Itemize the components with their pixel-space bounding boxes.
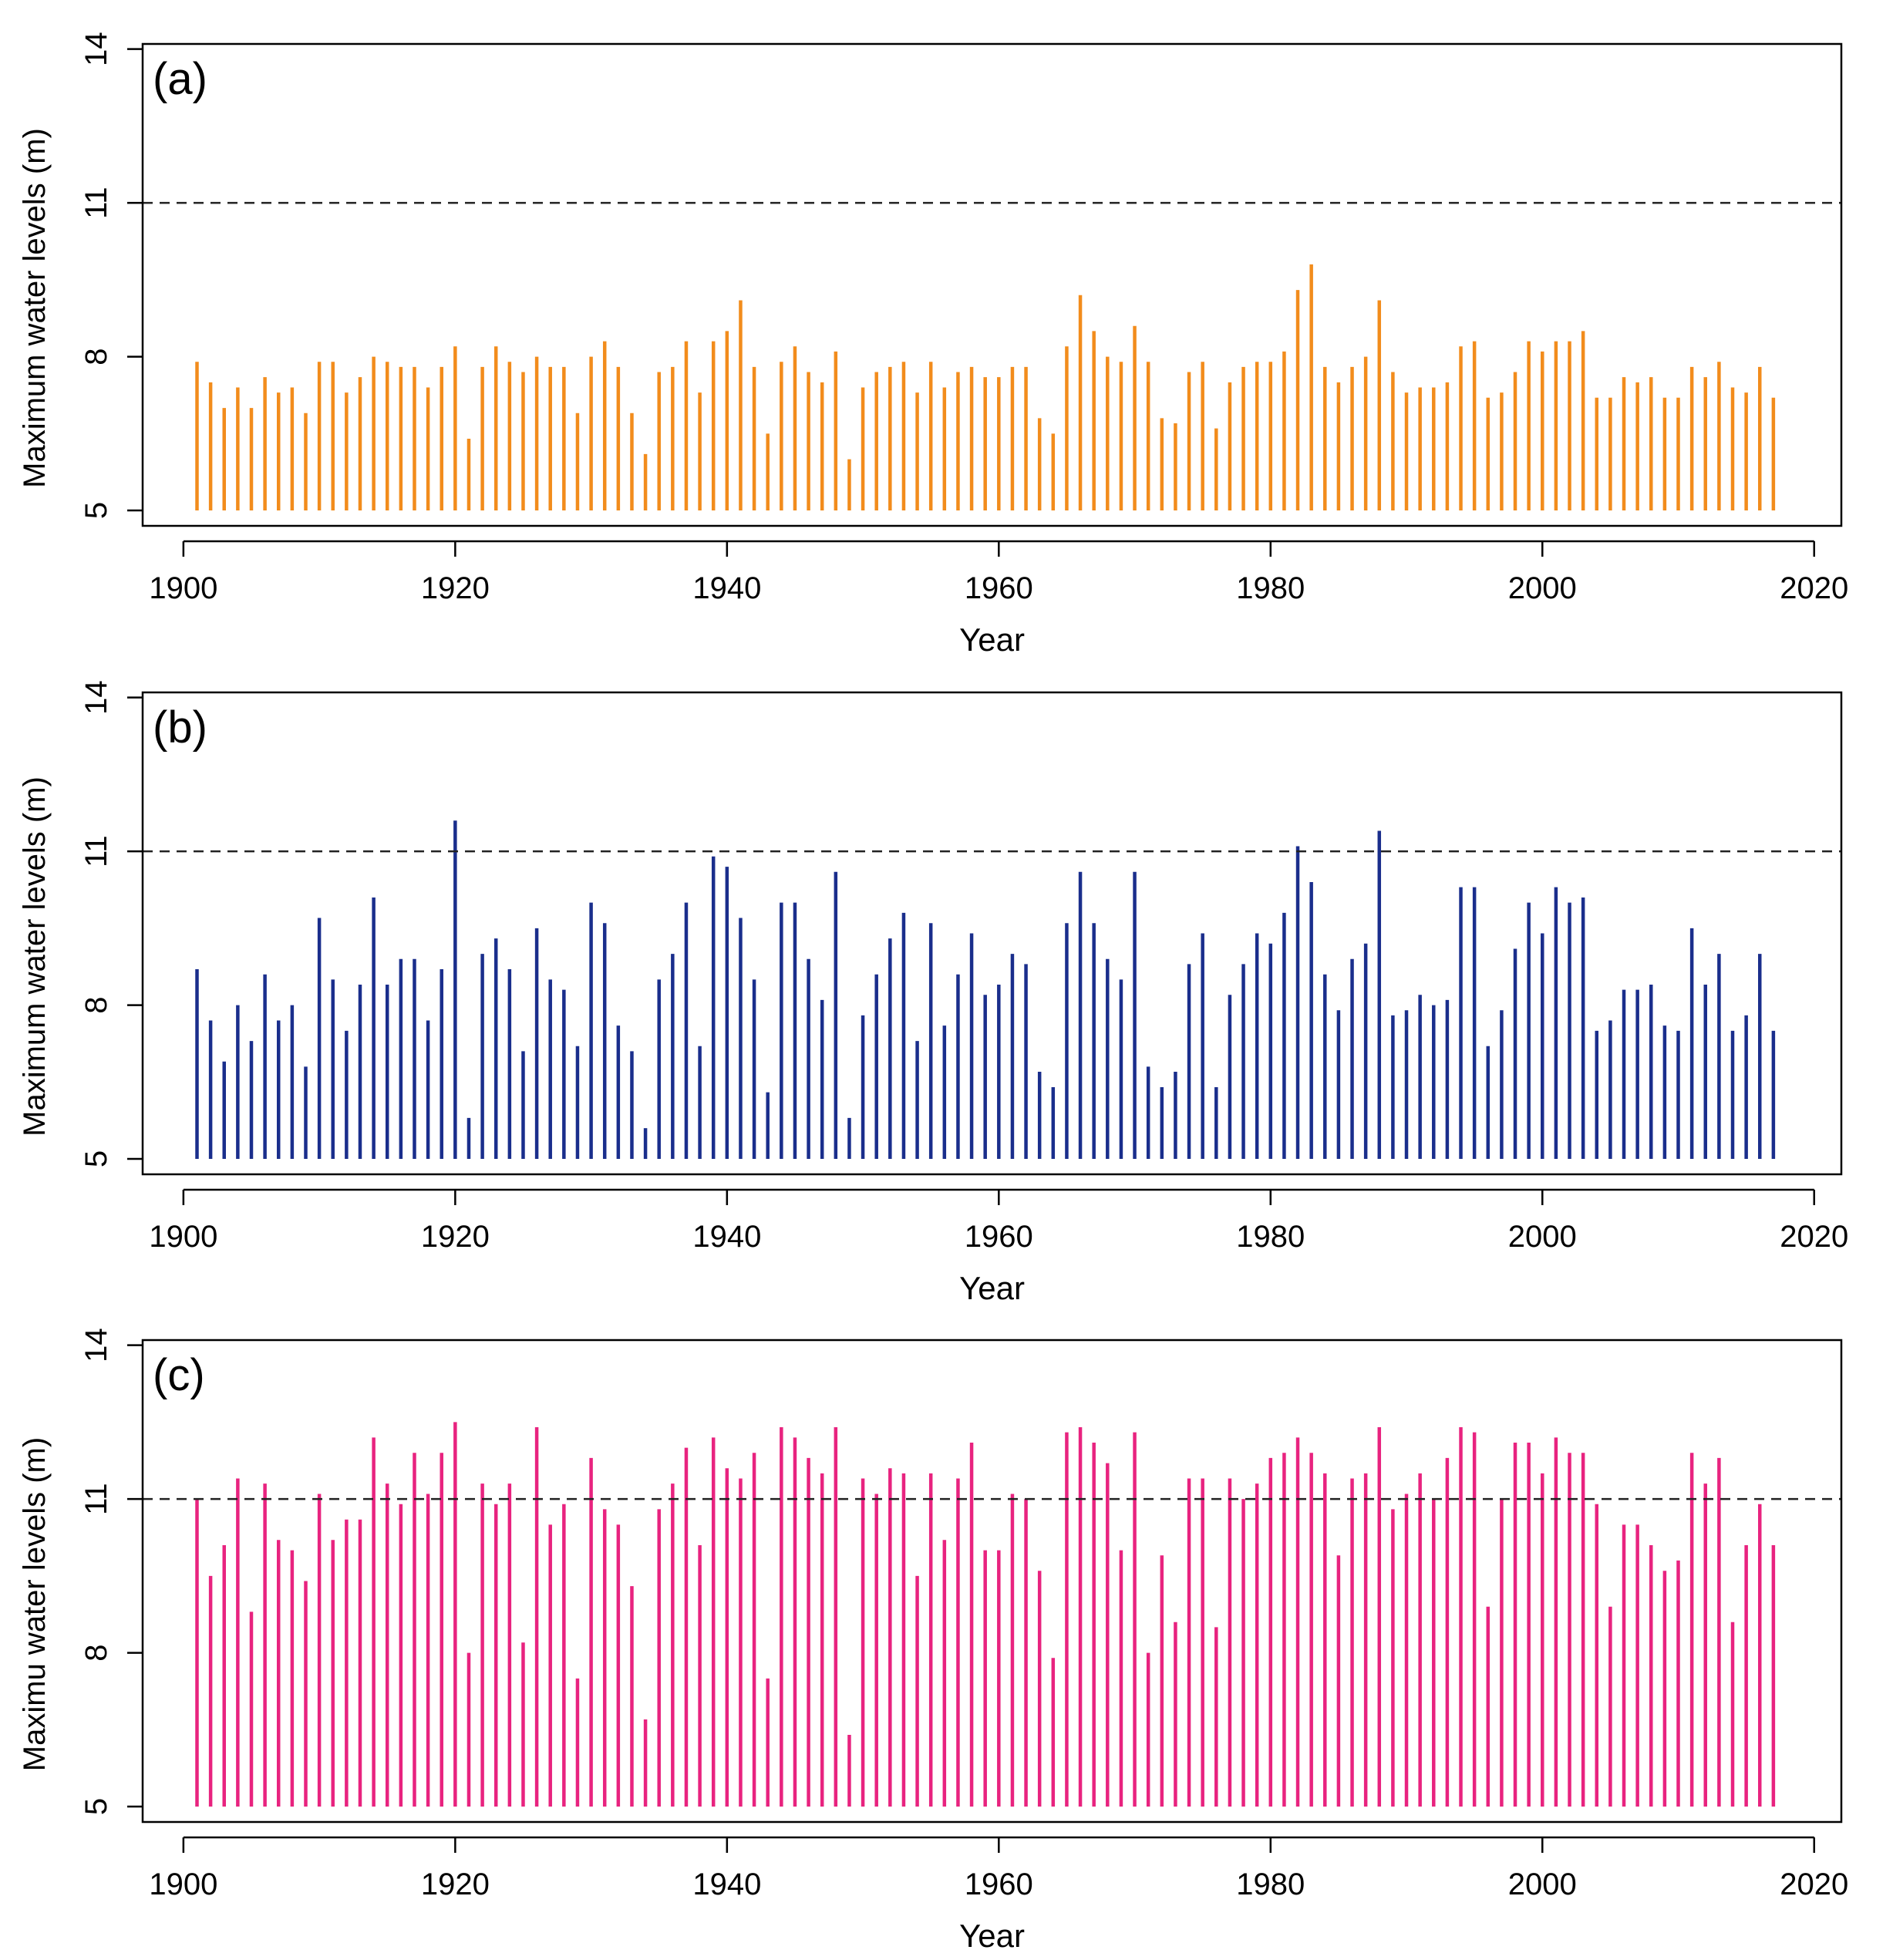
panel-label: (b)	[153, 702, 207, 753]
x-axis-title: Year	[959, 1270, 1025, 1306]
x-tick-label-1920: 1920	[421, 1220, 490, 1254]
x-axis-title: Year	[959, 621, 1025, 658]
x-tick-label-1960: 1960	[965, 571, 1033, 605]
x-axis-title: Year	[959, 1918, 1025, 1954]
y-tick-label-14: 14	[79, 1328, 113, 1362]
x-tick-label-1980: 1980	[1236, 571, 1305, 605]
y-tick-label-5: 5	[79, 1150, 113, 1167]
x-tick-label-1900: 1900	[149, 1867, 217, 1901]
y-axis-title: Maximum water levels (m)	[18, 128, 52, 488]
x-tick-label-1980: 1980	[1236, 1867, 1305, 1901]
plot-frame	[141, 42, 1843, 527]
plot-frame	[141, 691, 1843, 1176]
x-tick-label-2000: 2000	[1508, 571, 1577, 605]
x-tick-label-1960: 1960	[965, 1220, 1033, 1254]
y-axis-title: Maximu water levels (m)	[18, 1437, 52, 1771]
x-tick-label-2020: 2020	[1780, 1220, 1848, 1254]
y-tick-label-11: 11	[79, 187, 113, 219]
x-tick-label-1940: 1940	[692, 571, 761, 605]
x-tick-label-2000: 2000	[1508, 1867, 1577, 1901]
x-tick-label-2000: 2000	[1508, 1220, 1577, 1254]
y-tick-label-5: 5	[79, 1798, 113, 1815]
y-tick-label-8: 8	[79, 996, 113, 1013]
y-tick-label-11: 11	[79, 835, 113, 867]
x-tick-label-1920: 1920	[421, 571, 490, 605]
x-tick-label-1980: 1980	[1236, 1220, 1305, 1254]
panel-label: (c)	[153, 1350, 205, 1400]
chart-panel-2: 5 8 11 14 1900 1920 1940 1960 1980 2000 2020 Year Ma…	[18, 680, 1848, 1306]
panel-label: (a)	[153, 54, 207, 104]
chart-panel-3: 5 8 11 14 1900 1920 1940 1960 1980 2000 2020 Year Ma…	[18, 1328, 1848, 1954]
y-axis-title: Maximum water levels (m)	[18, 776, 52, 1137]
plot-frame	[141, 1339, 1843, 1824]
x-tick-label-1900: 1900	[149, 571, 217, 605]
x-tick-label-1940: 1940	[692, 1867, 761, 1901]
x-tick-label-1960: 1960	[965, 1867, 1033, 1901]
x-tick-label-2020: 2020	[1780, 571, 1848, 605]
y-tick-label-14: 14	[79, 32, 113, 66]
y-tick-label-8: 8	[79, 1644, 113, 1661]
x-tick-label-1940: 1940	[692, 1220, 761, 1254]
y-tick-label-14: 14	[79, 680, 113, 715]
y-tick-label-8: 8	[79, 348, 113, 365]
x-tick-label-1920: 1920	[421, 1867, 490, 1901]
y-tick-label-5: 5	[79, 502, 113, 519]
y-tick-label-11: 11	[79, 1483, 113, 1515]
chart-panel-1: 5 8 11 14 1900 1920 1940 1960 1980 2000 2020 Year Ma…	[18, 32, 1848, 658]
x-tick-label-2020: 2020	[1780, 1867, 1848, 1901]
x-tick-label-1900: 1900	[149, 1220, 217, 1254]
